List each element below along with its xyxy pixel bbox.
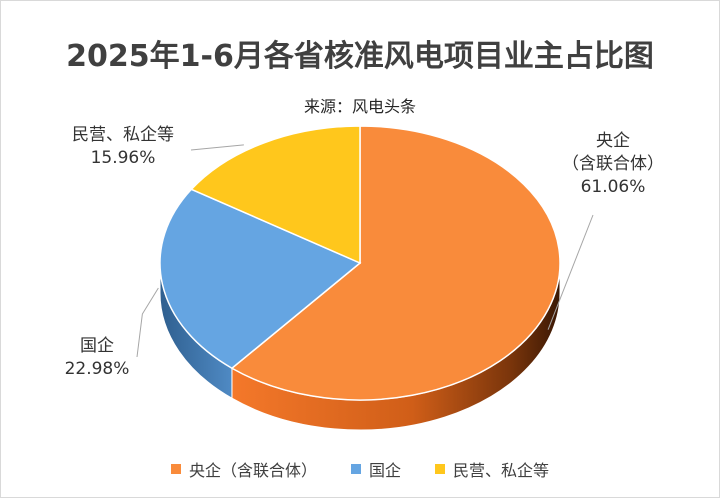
leader-line-0: [547, 214, 594, 330]
data-label-name-0: （含联合体）: [562, 154, 664, 174]
legend-label-0: 央企（含联合体）: [188, 461, 317, 480]
data-label-value-0: 61.06%: [581, 177, 646, 197]
data-label-value-2: 15.96%: [91, 148, 156, 168]
data-label-name-1: 国企: [80, 336, 114, 356]
legend-label-1: 国企: [368, 461, 401, 480]
leader-line-1: [136, 287, 159, 358]
data-label-name-2: 民营、私企等: [72, 125, 174, 145]
leader-line-2: [190, 144, 244, 151]
chart-title: 2025年1-6月各省核准风电项目业主占比图: [66, 39, 654, 74]
pie-slice-2: [190, 125, 361, 265]
legend-swatch-2: [435, 464, 445, 474]
data-label-name-0: 央企: [596, 131, 630, 151]
data-label-value-1: 22.98%: [65, 359, 130, 379]
legend: 央企（含联合体） 国企 民营、私企等: [1, 457, 719, 481]
chart-subtitle: 来源：风电头条: [303, 97, 416, 116]
legend-swatch-1: [350, 464, 361, 474]
legend-swatch-0: [170, 464, 181, 474]
legend-item-2: 民营、私企等: [435, 457, 549, 481]
pie-slice-0: [230, 125, 561, 401]
legend-item-0: 央企（含联合体）: [170, 457, 317, 481]
legend-item-1: 国企: [350, 457, 401, 481]
pie-slice-1: [159, 188, 362, 370]
legend-label-2: 民营、私企等: [453, 461, 550, 480]
